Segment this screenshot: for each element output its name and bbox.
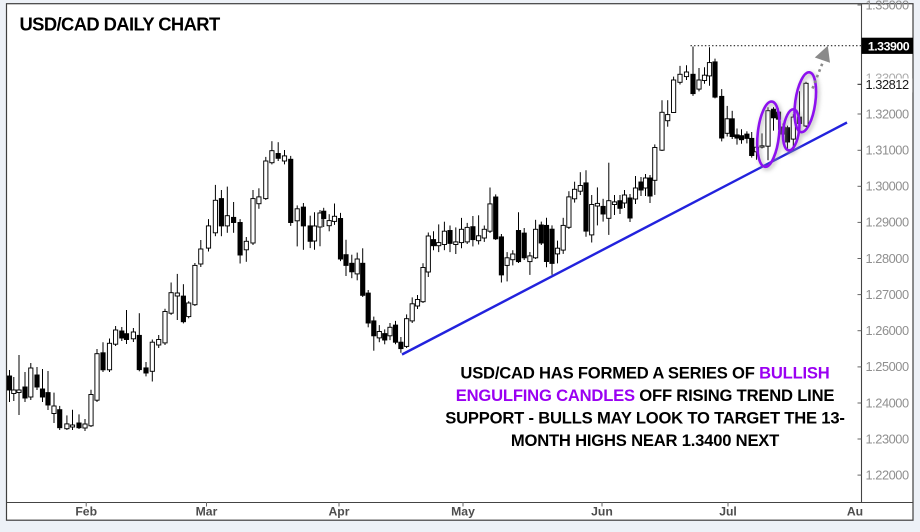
svg-text:1.23000: 1.23000 [866,431,909,446]
svg-text:1.29000: 1.29000 [866,215,909,230]
svg-text:Jun: Jun [591,505,613,519]
svg-text:1.22000: 1.22000 [866,467,909,482]
svg-text:1.30000: 1.30000 [866,179,909,194]
svg-text:1.24000: 1.24000 [866,395,909,410]
svg-text:May: May [451,505,475,519]
svg-text:SUPPORT - BULLS MAY LOOK TO TA: SUPPORT - BULLS MAY LOOK TO TARGET THE 1… [445,409,844,428]
svg-text:Au: Au [847,505,863,519]
svg-text:USD/CAD HAS FORMED A SERIES OF: USD/CAD HAS FORMED A SERIES OF BULLISH [460,364,829,383]
svg-text:1.32812: 1.32812 [866,77,909,92]
svg-text:1.25000: 1.25000 [866,359,909,374]
svg-text:Jul: Jul [719,505,737,519]
svg-text:Mar: Mar [196,505,218,519]
svg-text:1.27000: 1.27000 [866,287,909,302]
svg-text:Feb: Feb [75,505,97,519]
svg-text:ENGULFING CANDLES OFF RISING T: ENGULFING CANDLES OFF RISING TREND LINE [456,386,835,405]
svg-text:1.31000: 1.31000 [866,143,909,158]
svg-text:1.33900: 1.33900 [868,39,910,53]
svg-text:1.28000: 1.28000 [866,251,909,266]
svg-text:1.35000: 1.35000 [866,0,909,12]
svg-text:1.26000: 1.26000 [866,323,909,338]
svg-text:MONTH HIGHS NEAR 1.3400 NEXT: MONTH HIGHS NEAR 1.3400 NEXT [511,431,779,450]
svg-text:1.32000: 1.32000 [866,106,909,121]
svg-text:Apr: Apr [329,505,350,519]
svg-text:USD/CAD DAILY CHART: USD/CAD DAILY CHART [20,14,221,35]
